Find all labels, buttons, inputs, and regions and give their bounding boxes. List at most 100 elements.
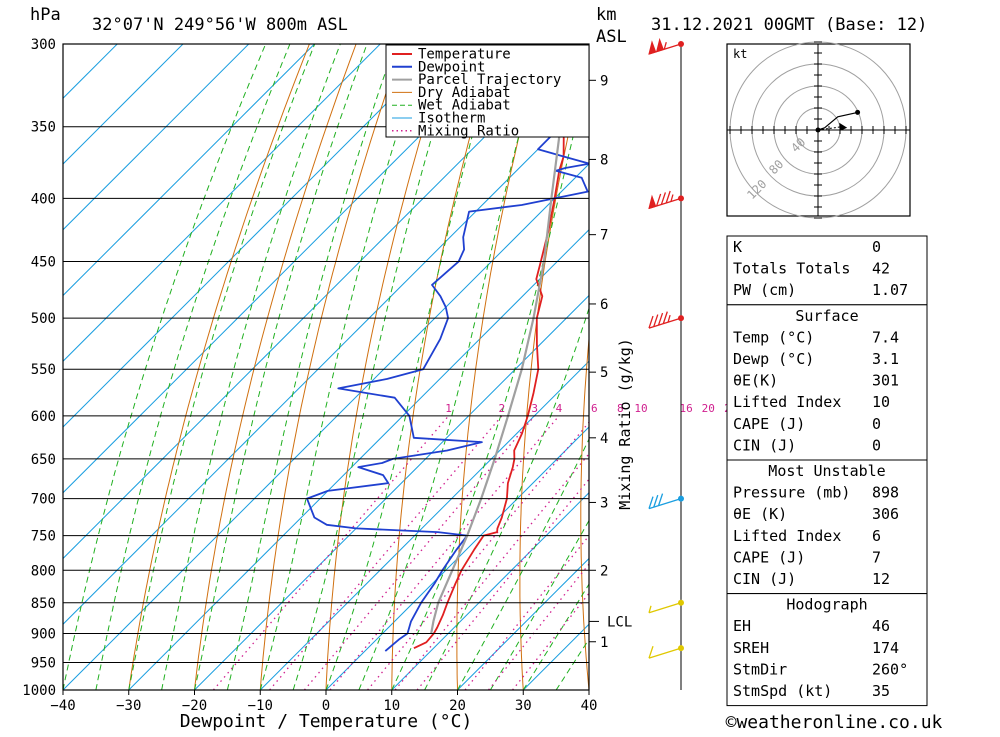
general-index-value: 42 (872, 260, 890, 278)
wind-barb-flag (649, 316, 653, 328)
mixing-ratio-label: 6 (591, 402, 598, 415)
mixing-ratio-label: 4 (556, 402, 563, 415)
surface-index-label: Dewp (°C) (733, 350, 814, 368)
x-tick-label: −30 (116, 698, 141, 714)
surface-index-value: 3.1 (872, 350, 899, 368)
mixing-ratio-label: 10 (634, 402, 647, 415)
pressure-tick-label: 350 (31, 120, 56, 136)
wet-adiabat-line (293, 44, 460, 690)
wind-barb-flag (649, 646, 653, 658)
general-index-label: K (733, 238, 742, 256)
hodograph-index-value: 46 (872, 617, 890, 635)
wet-adiabat-line (195, 44, 368, 690)
hodograph-index-value: 35 (872, 682, 890, 700)
most-unstable-index-value: 306 (872, 505, 899, 523)
surface-index-value: 0 (872, 415, 881, 433)
wind-barb-flag (659, 494, 663, 506)
height-unit-label: km (596, 5, 616, 25)
isotherm-line (0, 44, 380, 690)
wet-adiabat-line (260, 44, 426, 690)
pressure-tick-label: 600 (31, 409, 56, 425)
isotherm-line (0, 44, 512, 690)
wind-barb-flag (649, 497, 653, 509)
dry-adiabat-line (640, 26, 686, 690)
surface-index-value: 7.4 (872, 328, 899, 346)
surface-index-label: Temp (°C) (733, 328, 814, 346)
x-tick-label: 30 (515, 698, 532, 714)
pressure-tick-label: 950 (31, 655, 56, 671)
height-unit-label-asl: ASL (596, 27, 627, 47)
hodograph-trace-end (855, 110, 860, 115)
general-index-value: 1.07 (872, 281, 908, 299)
most-unstable-index-title: Most Unstable (768, 462, 885, 480)
general-index-value: 0 (872, 238, 881, 256)
wind-barb-flag (659, 313, 663, 325)
most-unstable-index-label: CIN (J) (733, 570, 796, 588)
surface-index-label: Lifted Index (733, 393, 841, 411)
wind-barb (649, 645, 684, 658)
most-unstable-index-label: θE (K) (733, 505, 787, 523)
mixing-ratio-line (304, 416, 534, 690)
most-unstable-index-value: 898 (872, 484, 899, 502)
hodograph-index-value: 174 (872, 639, 899, 657)
hodograph-index-label: StmSpd (kt) (733, 682, 832, 700)
height-tick-label: 1 (600, 635, 608, 651)
location-title: 32°07'N 249°56'W 800m ASL (92, 15, 348, 35)
surface-index-label: CAPE (J) (733, 415, 805, 433)
wet-adiabat-line (96, 44, 290, 690)
general-index-label: Totals Totals (733, 260, 850, 278)
pressure-tick-label: 500 (31, 311, 56, 327)
wind-barb (649, 191, 684, 208)
most-unstable-index-value: 6 (872, 527, 881, 545)
most-unstable-index-label: CAPE (J) (733, 548, 805, 566)
mixing-ratio-axis-title: Mixing Ratio (g/kg) (616, 338, 634, 510)
isotherm-line (0, 44, 446, 690)
height-tick-label: 6 (600, 297, 608, 313)
indices-table: K 0 Totals Totals 42 PW (cm) 1.07 Surface Temp … (727, 236, 927, 706)
general-index-label: PW (cm) (733, 281, 796, 299)
height-tick-label: 3 (600, 495, 608, 511)
surface-index-label: CIN (J) (733, 436, 796, 454)
mixing-ratio-line (330, 416, 559, 690)
surface-index-title: Surface (795, 307, 858, 325)
wind-barb-pennant (649, 196, 656, 208)
hodograph-unit-label: kt (733, 47, 747, 61)
wind-barb-shaft (649, 648, 681, 658)
pressure-tick-label: 900 (31, 626, 56, 642)
dry-adiabat-line (129, 26, 317, 690)
pressure-tick-label: 450 (31, 255, 56, 271)
height-tick-label: 8 (600, 152, 608, 168)
most-unstable-index-value: 12 (872, 570, 890, 588)
most-unstable-index-label: Pressure (mb) (733, 484, 850, 502)
mixing-ratio-line (270, 416, 502, 690)
x-tick-label: −40 (50, 698, 75, 714)
height-tick-label: 2 (600, 563, 608, 579)
wind-barb-pennant (649, 42, 656, 54)
wet-adiabat-line (63, 44, 266, 690)
wind-barb (649, 600, 684, 613)
hodograph-index-label: EH (733, 617, 751, 635)
pressure-tick-label: 700 (31, 492, 56, 508)
hodograph-index-value: 260° (872, 660, 908, 678)
wind-barb-shaft (649, 603, 681, 613)
x-tick-label: 40 (581, 698, 598, 714)
wind-barb-flag (666, 191, 670, 203)
surface-index-value: 10 (872, 393, 890, 411)
plot-frame (63, 44, 599, 695)
wind-barb-flag (654, 495, 658, 507)
height-tick-label: 9 (600, 73, 608, 89)
most-unstable-index-label: Lifted Index (733, 527, 841, 545)
pressure-tick-label: 550 (31, 362, 56, 378)
isotherm-line (0, 44, 183, 690)
mixing-ratio-label: 1 (445, 402, 452, 415)
hodograph-index-label: StmDir (733, 660, 787, 678)
surface-index-value: 301 (872, 372, 899, 390)
wind-barb-flag (654, 315, 658, 327)
pressure-tick-label: 850 (31, 596, 56, 612)
wind-barb-flag (663, 312, 667, 324)
mixing-ratio-label: 2 (498, 402, 505, 415)
wet-adiabat-line (129, 44, 315, 690)
surface-index-value: 0 (872, 436, 881, 454)
